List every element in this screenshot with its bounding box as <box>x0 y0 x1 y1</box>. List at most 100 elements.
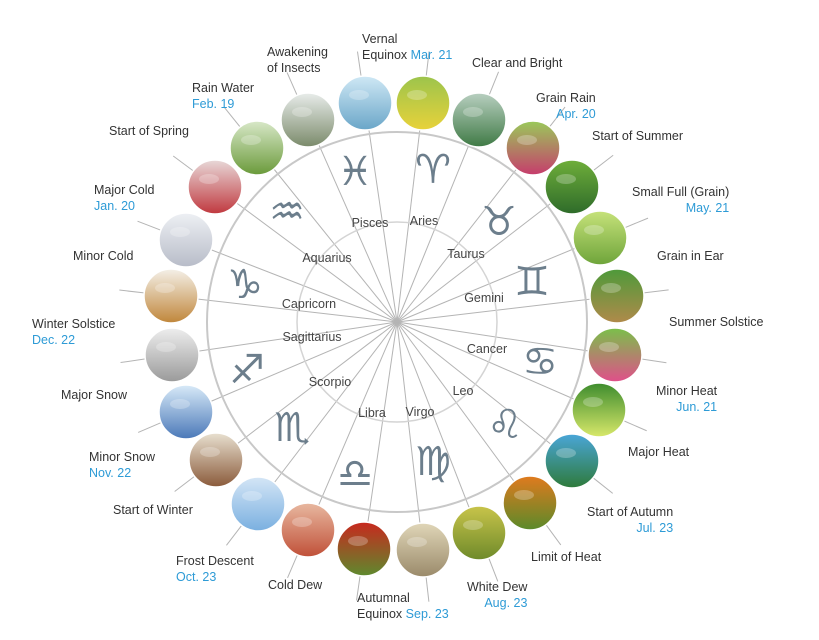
term-label-minor-snow: Minor Snow Nov. 22 <box>89 449 155 481</box>
spoke-line <box>396 147 534 323</box>
spoke-line <box>396 102 424 323</box>
gemini-symbol-icon: ♊ <box>514 259 550 305</box>
term-label-minor-heat: Minor Heat Jun. 21 <box>656 383 717 415</box>
term-label-start-of-summer: Start of Summer <box>592 128 683 144</box>
aquarius-symbol-icon: ♒ <box>269 189 305 235</box>
term-label-start-of-spring: Start of Spring <box>109 123 189 139</box>
term-name: Frost Descent <box>176 554 254 568</box>
term-name: Summer Solstice <box>669 315 764 329</box>
leo-symbol-icon: ♌ <box>487 402 523 448</box>
pisces-symbol-icon: ♓ <box>337 149 373 195</box>
term-name-line2: Equinox <box>362 48 408 62</box>
term-date: May. 21 <box>685 201 730 215</box>
pisces-label: Pisces <box>352 216 389 230</box>
term-name-line2: of Insects <box>267 61 321 75</box>
leader-line <box>119 289 146 294</box>
photo-winter-solstice <box>144 327 200 383</box>
spoke-line <box>214 186 398 323</box>
term-label-vernal-equinox: Vernal Equinox Mar. 21 <box>362 31 452 63</box>
photo-major-heat <box>571 382 627 438</box>
leader-line <box>174 475 196 492</box>
photo-white-dew <box>451 505 507 561</box>
sagittarius-symbol-icon: ♐ <box>229 347 265 393</box>
leader-line <box>642 289 669 294</box>
photo-start-of-spring <box>187 159 243 215</box>
spoke-line <box>256 147 398 323</box>
term-label-start-of-autumn: Start of Autumn Jul. 23 <box>587 504 673 536</box>
leader-line <box>622 419 647 432</box>
leader-line <box>487 557 499 582</box>
leader-line <box>120 358 147 364</box>
term-label-rain-water: Rain Water Feb. 19 <box>192 80 254 112</box>
term-date: Aug. 23 <box>484 596 528 610</box>
photo-autumnal-equinox <box>395 522 451 578</box>
term-name: Major Cold <box>94 183 155 197</box>
leader-line <box>592 154 614 172</box>
term-label-minor-cold: Minor Cold <box>73 248 133 264</box>
term-date: Jan. 20 <box>94 199 136 213</box>
photo-major-cold <box>158 212 214 268</box>
term-name: Start of Spring <box>109 124 189 138</box>
term-date: Jun. 21 <box>676 400 718 414</box>
term-label-major-snow: Major Snow <box>61 387 127 403</box>
photo-small-full-grain <box>544 159 600 215</box>
photo-grain-rain <box>451 92 507 148</box>
photo-grain-in-ear <box>572 210 628 266</box>
outer-ring <box>206 131 588 513</box>
term-name: Minor Heat <box>656 384 718 398</box>
photo-limit-of-heat <box>502 475 558 531</box>
photo-layer <box>143 75 645 578</box>
zodiac-layer: ♈ Aries ♉ Taurus ♊ Gemini ♋ Cancer ♌ Leo ♍ Virgo ♎ Li… <box>227 147 558 497</box>
leader-line <box>356 574 361 601</box>
term-name: Major Heat <box>628 445 690 459</box>
photo-major-snow <box>158 384 214 440</box>
photo-minor-snow <box>188 432 244 488</box>
photo-summer-solstice <box>589 268 645 324</box>
virgo-label: Virgo <box>406 405 435 419</box>
leader-line <box>488 71 500 97</box>
spoke-line <box>396 321 616 356</box>
spoke-line <box>396 321 424 551</box>
leader-line <box>137 421 163 433</box>
term-name: Minor Snow <box>89 450 155 464</box>
leader-line <box>356 51 362 78</box>
term-label-frost-descent: Frost Descent Oct. 23 <box>176 553 254 585</box>
term-label-major-cold: Major Cold Jan. 20 <box>94 182 154 214</box>
term-name-line2: Equinox <box>357 607 403 621</box>
spoke-line <box>396 321 573 462</box>
gemini-label: Gemini <box>464 291 504 305</box>
photo-clear-and-bright <box>395 75 451 131</box>
virgo-symbol-icon: ♍ <box>415 439 451 485</box>
term-name: Autumnal <box>357 591 410 605</box>
leader-line <box>548 106 566 128</box>
term-name: Winter Solstice <box>32 317 116 331</box>
photo-start-of-winter <box>230 476 286 532</box>
term-label-summer-solstice: Summer Solstice <box>669 314 763 330</box>
term-label-clear-and-bright: Clear and Bright <box>472 55 562 71</box>
term-name: Cold Dew <box>268 578 323 592</box>
spoke-line <box>307 119 398 323</box>
term-date: Nov. 22 <box>89 466 132 480</box>
aquarius-label: Aquarius <box>302 251 351 265</box>
term-name: Vernal <box>362 32 398 46</box>
term-date: Sep. 23 <box>402 607 449 621</box>
spoke-line <box>363 321 398 550</box>
term-label-white-dew: White Dew Aug. 23 <box>467 579 527 611</box>
leader-line <box>640 358 667 364</box>
term-label-small-full-grain: Small Full (Grain) May. 21 <box>632 184 729 216</box>
leader-line <box>592 476 614 494</box>
spoke-line <box>185 239 398 323</box>
term-label-grain-in-ear: Grain in Ear <box>657 248 724 264</box>
spoke-line <box>396 237 601 323</box>
scorpio-label: Scorpio <box>309 375 351 389</box>
photo-minor-heat <box>587 327 643 383</box>
term-name: Limit of Heat <box>531 550 602 564</box>
scorpio-symbol-icon: ♏ <box>274 405 310 451</box>
spoke-line <box>185 321 398 413</box>
photo-vernal-equinox <box>337 75 393 131</box>
libra-symbol-icon: ♎ <box>337 451 373 497</box>
term-name: Clear and Bright <box>472 56 563 70</box>
leader-line <box>224 107 242 129</box>
leader-line <box>172 155 195 172</box>
